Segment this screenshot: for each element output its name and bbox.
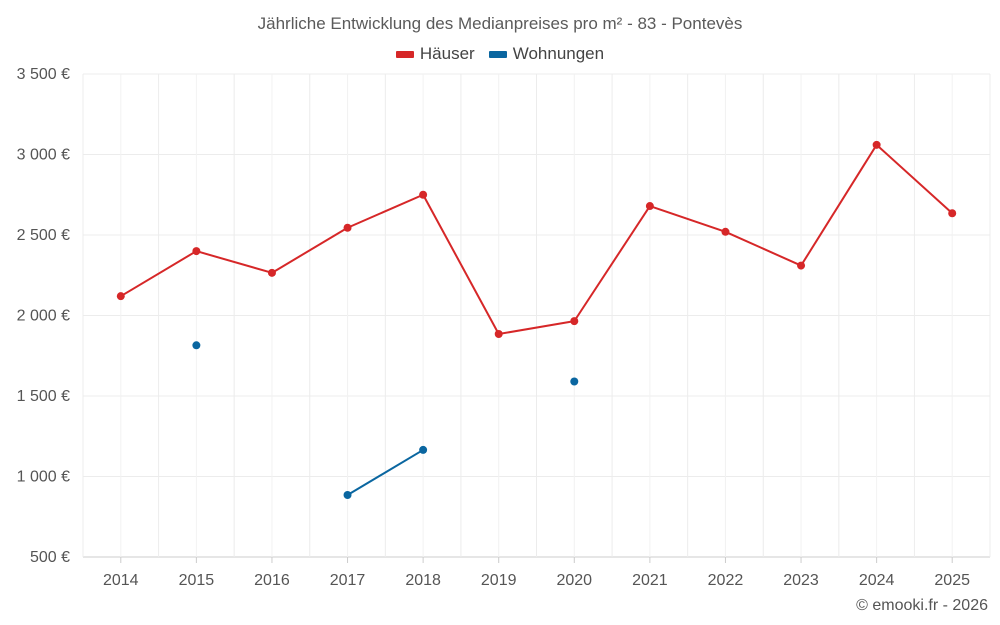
x-tick-label: 2025 [934, 572, 970, 589]
series-line-houses [347, 193, 424, 229]
data-point-houses [948, 209, 957, 218]
x-tick-label: 2016 [254, 572, 290, 589]
data-point-houses [570, 317, 579, 326]
y-tick-label: 1 500 € [17, 388, 70, 405]
series-line-houses [271, 226, 349, 274]
legend-item-apartments[interactable]: Wohnungen [488, 44, 605, 64]
legend-label-houses: Häuser [419, 44, 475, 63]
series-line-houses [649, 205, 726, 233]
legend-swatch-apartments [488, 50, 507, 58]
copyright-credit: © emooki.fr - 2026 [856, 597, 988, 614]
y-tick-label: 3 000 € [17, 147, 70, 164]
data-point-apartments [570, 377, 579, 386]
legend-swatch-houses [395, 50, 414, 58]
series-line-houses [196, 250, 273, 274]
x-tick-label: 2015 [179, 572, 215, 589]
series-line-apartments [347, 449, 424, 496]
series-line-houses [422, 194, 500, 335]
data-point-houses [343, 223, 352, 232]
data-point-houses [645, 202, 654, 211]
x-tick-label: 2022 [708, 572, 744, 589]
data-point-apartments [343, 491, 352, 500]
x-tick-label: 2023 [783, 572, 819, 589]
x-tick-label: 2014 [103, 572, 139, 589]
x-tick-label: 2020 [556, 572, 592, 589]
series-line-houses [875, 144, 953, 215]
x-tick-label: 2024 [859, 572, 895, 589]
chart-title: Jährliche Entwicklung des Medianpreises … [257, 14, 743, 33]
y-tick-label: 1 000 € [17, 469, 70, 486]
series-line-houses [800, 144, 878, 267]
data-point-houses [267, 268, 276, 277]
y-tick-label: 3 500 € [17, 66, 70, 83]
series-line-houses [120, 250, 197, 298]
x-tick-label: 2018 [405, 572, 441, 589]
legend: Häuser Wohnungen [0, 44, 1000, 64]
data-point-houses [116, 292, 125, 301]
legend-label-apartments: Wohnungen [512, 44, 605, 63]
y-tick-label: 500 € [30, 549, 70, 566]
series-line-houses [498, 320, 575, 336]
x-tick-label: 2017 [330, 572, 366, 589]
data-point-houses [721, 227, 730, 236]
data-point-houses [419, 190, 428, 199]
y-tick-label: 2 500 € [17, 227, 70, 244]
series-line-houses [573, 205, 651, 322]
series-line-houses [725, 230, 802, 267]
x-tick-label: 2019 [481, 572, 517, 589]
y-tick-label: 2 000 € [17, 308, 70, 325]
x-tick-label: 2021 [632, 572, 668, 589]
data-point-houses [494, 330, 503, 339]
data-point-houses [192, 247, 201, 256]
data-point-houses [797, 261, 806, 270]
data-point-houses [872, 140, 881, 149]
data-point-apartments [192, 341, 201, 350]
legend-item-houses[interactable]: Häuser [395, 44, 475, 64]
data-point-apartments [419, 445, 428, 454]
